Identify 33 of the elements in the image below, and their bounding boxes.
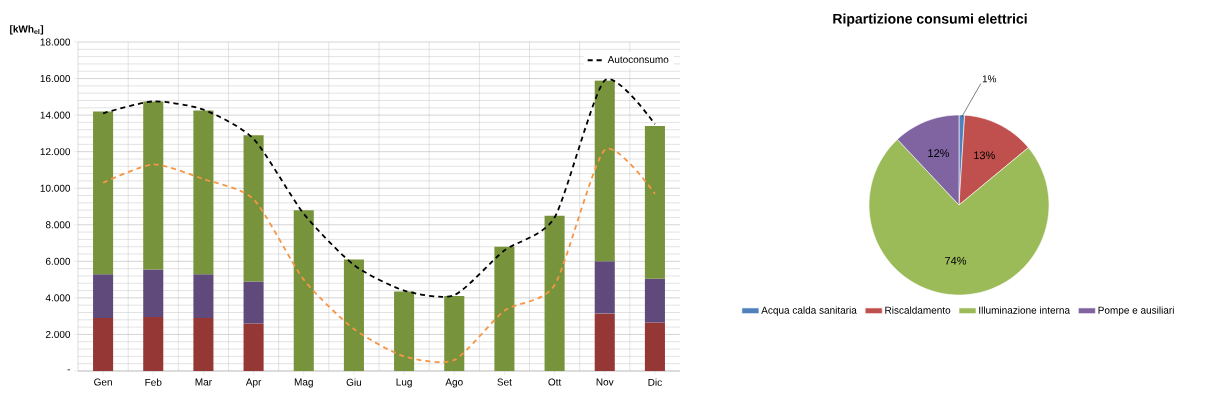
y-tick-label: - bbox=[67, 369, 71, 371]
chart-title: Ripartizione consumi elettrici bbox=[833, 13, 1027, 27]
legend-label: Pompe e ausiliari bbox=[1098, 306, 1174, 316]
legend-label: Illuminazione interna bbox=[979, 306, 1071, 314]
y-tick-label: 2.000 bbox=[45, 330, 71, 338]
y-tick-label: 10.000 bbox=[40, 184, 71, 192]
data-label: 74% bbox=[945, 256, 967, 265]
x-tick-label: Dic bbox=[648, 378, 662, 386]
x-tick-label: Lug bbox=[396, 378, 412, 388]
x-tick-label: Feb bbox=[145, 378, 162, 386]
data-label: 1% bbox=[982, 75, 997, 83]
y-tick-label: 4.000 bbox=[45, 294, 71, 302]
x-tick-label: Gen bbox=[94, 378, 112, 386]
data-label: 12% bbox=[928, 149, 950, 157]
y-tick-label: 8.000 bbox=[45, 221, 71, 229]
x-tick-label: Apr bbox=[245, 378, 262, 388]
legend-label: Autoconsumo bbox=[607, 56, 669, 64]
x-tick-label: Set bbox=[497, 378, 512, 386]
x-tick-label: Giu bbox=[346, 378, 362, 386]
x-tick-label: Ott bbox=[548, 378, 562, 386]
y-tick-label: 12.000 bbox=[40, 148, 71, 156]
y-axis-title: [kWh$_{el}$] bbox=[10, 25, 44, 35]
x-tick-label: Nov bbox=[596, 378, 614, 386]
data-label: 13% bbox=[974, 151, 995, 160]
y-tick-label: 18.000 bbox=[40, 38, 71, 46]
legend-label: Riscaldamento bbox=[885, 306, 951, 314]
x-tick-label: Ago bbox=[445, 378, 463, 388]
y-tick-label: 6.000 bbox=[45, 257, 71, 265]
legend-label: Acqua calda sanitaria bbox=[761, 306, 857, 316]
y-tick-label: 14.000 bbox=[40, 111, 71, 119]
y-tick-label: 16.000 bbox=[40, 75, 71, 83]
x-tick-label: Mag bbox=[294, 378, 313, 388]
x-tick-label: Mar bbox=[195, 378, 212, 386]
